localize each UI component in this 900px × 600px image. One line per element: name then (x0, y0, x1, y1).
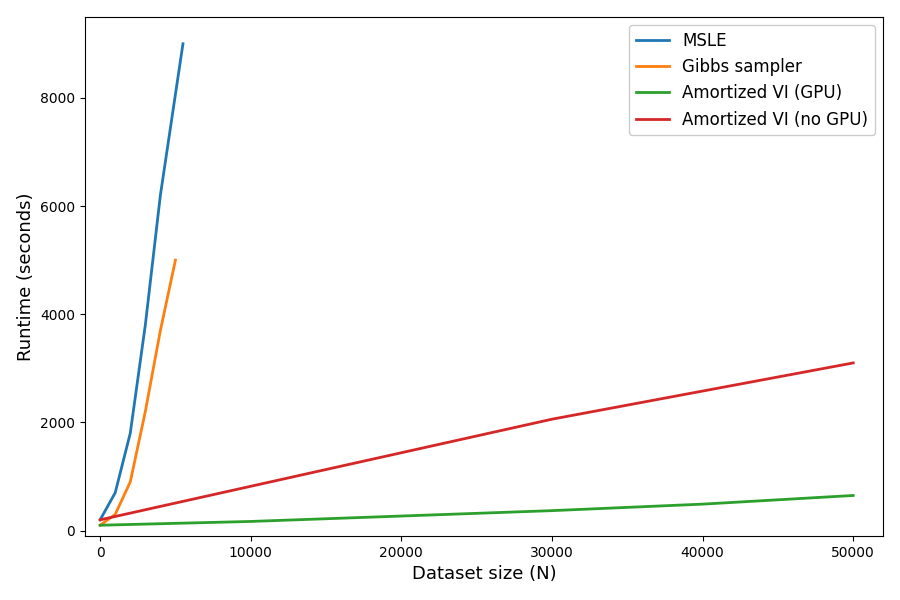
MSLE (177, 40, 188, 47)
Amortized VI (no GPU) (546, 416, 557, 423)
Amortized VI (GPU) (698, 500, 708, 508)
Amortized VI (GPU) (396, 512, 407, 520)
Gibbs sampler (140, 408, 150, 415)
Amortized VI (no GPU) (396, 449, 407, 457)
Line: Amortized VI (GPU): Amortized VI (GPU) (100, 496, 853, 525)
Gibbs sampler (110, 511, 121, 518)
Gibbs sampler (170, 257, 181, 264)
Amortized VI (no GPU) (246, 482, 256, 490)
Amortized VI (GPU) (546, 507, 557, 514)
Gibbs sampler (155, 327, 166, 334)
Amortized VI (no GPU) (698, 388, 708, 395)
X-axis label: Dataset size (N): Dataset size (N) (412, 565, 556, 583)
Y-axis label: Runtime (seconds): Runtime (seconds) (17, 192, 35, 361)
MSLE (155, 191, 166, 199)
Amortized VI (GPU) (848, 492, 859, 499)
MSLE (140, 322, 150, 329)
Amortized VI (GPU) (94, 521, 105, 529)
Amortized VI (GPU) (246, 518, 256, 525)
MSLE (94, 516, 105, 523)
MSLE (110, 489, 121, 496)
Amortized VI (no GPU) (848, 359, 859, 367)
Gibbs sampler (94, 521, 105, 529)
Legend: MSLE, Gibbs sampler, Amortized VI (GPU), Amortized VI (no GPU): MSLE, Gibbs sampler, Amortized VI (GPU),… (629, 25, 875, 136)
Line: Amortized VI (no GPU): Amortized VI (no GPU) (100, 363, 853, 520)
MSLE (125, 430, 136, 437)
Gibbs sampler (125, 478, 136, 485)
Line: MSLE: MSLE (100, 44, 183, 520)
Line: Gibbs sampler: Gibbs sampler (100, 260, 176, 525)
Amortized VI (no GPU) (94, 516, 105, 523)
